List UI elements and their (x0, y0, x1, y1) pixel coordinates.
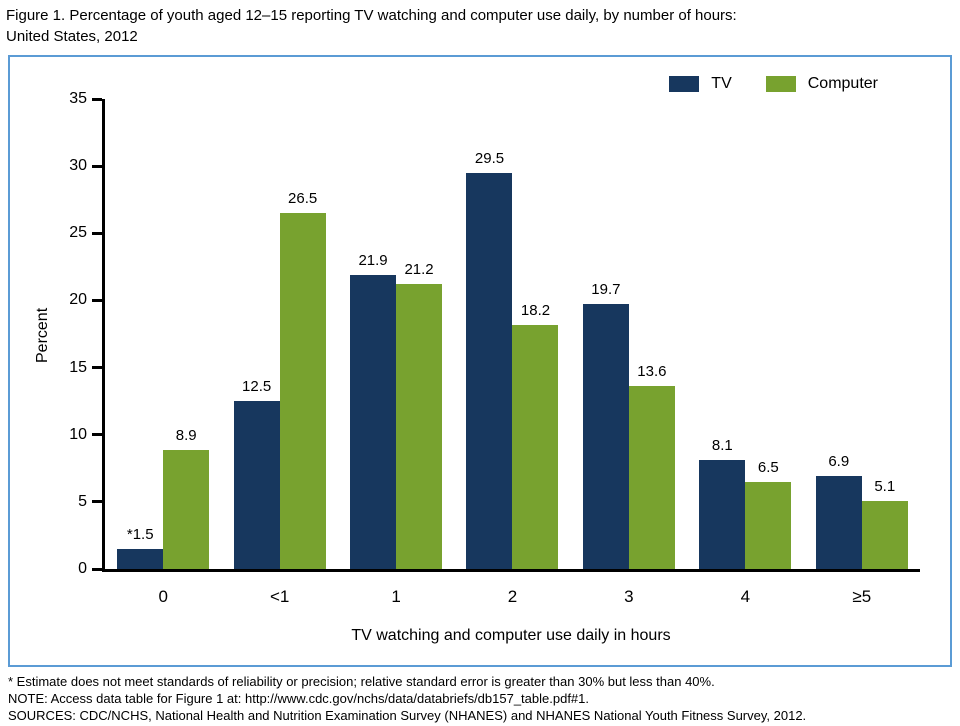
y-tick-label-30: 30 (69, 157, 87, 175)
bar-value-label: 8.1 (711, 437, 733, 455)
bar-value-label: 21.9 (358, 251, 388, 269)
bar-tv-4: 8.1 (699, 437, 746, 569)
footnote-estimate: * Estimate does not meet standards of re… (8, 674, 715, 689)
footnotes: * Estimate does not meet standards of re… (8, 673, 956, 724)
bar-group-2: 29.5 18.2 2 (454, 99, 570, 606)
y-tick-mark (92, 567, 102, 571)
bar-group-1: 21.9 21.2 1 (338, 99, 454, 606)
bar-computer-3: 13.6 (628, 363, 675, 569)
bar-tv-<1: 12.5 (233, 378, 280, 569)
legend-label-tv: TV (711, 75, 732, 92)
x-tick-label-4: 4 (740, 587, 751, 606)
chart-area: TV Computer Percent 0 5 10 15 20 25 30 35 *1.5 8.… (8, 55, 952, 667)
bar-group-4: 8.1 6.5 4 (687, 99, 803, 606)
legend-swatch-computer-icon (765, 76, 796, 92)
bar-computer-0: 8.9 (163, 427, 210, 569)
y-tick-label-20: 20 (69, 291, 87, 309)
y-tick-label-35: 35 (69, 90, 87, 107)
figure-title-line-1: Figure 1. Percentage of youth aged 12–15… (6, 7, 737, 24)
bar-computer-<1: 26.5 (279, 190, 326, 569)
legend-swatch-tv-icon (669, 76, 700, 92)
bar-value-label: 5.1 (874, 477, 896, 495)
bar-group-3: 19.7 13.6 3 (571, 99, 687, 606)
bar-tv-2: 29.5 (466, 150, 513, 569)
y-tick-label-0: 0 (78, 560, 87, 577)
x-axis-title: TV watching and computer use daily in ho… (351, 627, 671, 644)
x-tick-label-2: 2 (507, 587, 518, 606)
x-tick-label-1: 1 (391, 587, 401, 606)
bar-group-≥5: 6.9 5.1 ≥5 (804, 99, 920, 606)
x-tick-label-0: 0 (158, 587, 168, 606)
bar-tv-0: *1.5 (117, 526, 164, 569)
bar-value-label: 12.5 (242, 378, 272, 396)
bar-value-label: *1.5 (126, 525, 154, 543)
bar-tv-1: 21.9 (350, 252, 397, 569)
bar-value-label: 29.5 (474, 149, 505, 167)
y-tick-mark (92, 97, 102, 101)
bar-value-label: 26.5 (288, 190, 318, 208)
footnote-note: NOTE: Access data table for Figure 1 at:… (8, 691, 590, 706)
bar-value-label: 6.9 (828, 453, 850, 471)
bar-group-0: *1.5 8.9 0 (105, 99, 221, 606)
footnote-sources: SOURCES: CDC/NCHS, National Health and N… (8, 708, 807, 723)
figure-title: Figure 1. Percentage of youth aged 12–15… (6, 5, 954, 47)
y-tick-label-15: 15 (69, 358, 87, 376)
bar-value-label: 21.2 (404, 261, 434, 279)
bar-value-label: 6.5 (757, 458, 779, 476)
bar-value-label: 18.2 (520, 301, 551, 319)
y-tick-mark (92, 366, 102, 370)
x-tick-label-<1: <1 (269, 587, 290, 606)
bar-computer-4: 6.5 (745, 459, 792, 569)
y-tick-mark (92, 231, 102, 235)
x-tick-label-3: 3 (624, 587, 634, 606)
bar-computer-1: 21.2 (396, 261, 443, 569)
legend: TV Computer (669, 75, 878, 93)
x-tick-label-≥5: ≥5 (852, 587, 872, 606)
y-tick-label-10: 10 (69, 425, 87, 443)
y-tick-mark (92, 500, 102, 504)
bar-value-label: 8.9 (175, 426, 197, 444)
bar-value-label: 13.6 (637, 363, 667, 381)
bar-tv-≥5: 6.9 (815, 453, 862, 569)
y-tick-mark (92, 433, 102, 437)
legend-label-computer: Computer (807, 75, 878, 92)
y-tick-label-5: 5 (78, 492, 87, 510)
legend-item-computer: Computer (765, 75, 878, 93)
plot-area: 0 5 10 15 20 25 30 35 *1.5 8.9 0 12.5 26.5 <1 21.9 21.2… (69, 90, 920, 606)
legend-item-tv: TV (669, 75, 732, 93)
bar-computer-2: 18.2 (512, 302, 559, 569)
figure-title-line-2: United States, 2012 (6, 28, 138, 45)
y-tick-mark (92, 298, 102, 302)
bar-group-<1: 12.5 26.5 <1 (221, 99, 337, 606)
bar-computer-≥5: 5.1 (861, 478, 908, 569)
y-tick-mark (92, 164, 102, 168)
y-tick-label-25: 25 (69, 224, 87, 242)
bar-value-label: 19.7 (591, 281, 621, 299)
bar-tv-3: 19.7 (582, 281, 629, 569)
